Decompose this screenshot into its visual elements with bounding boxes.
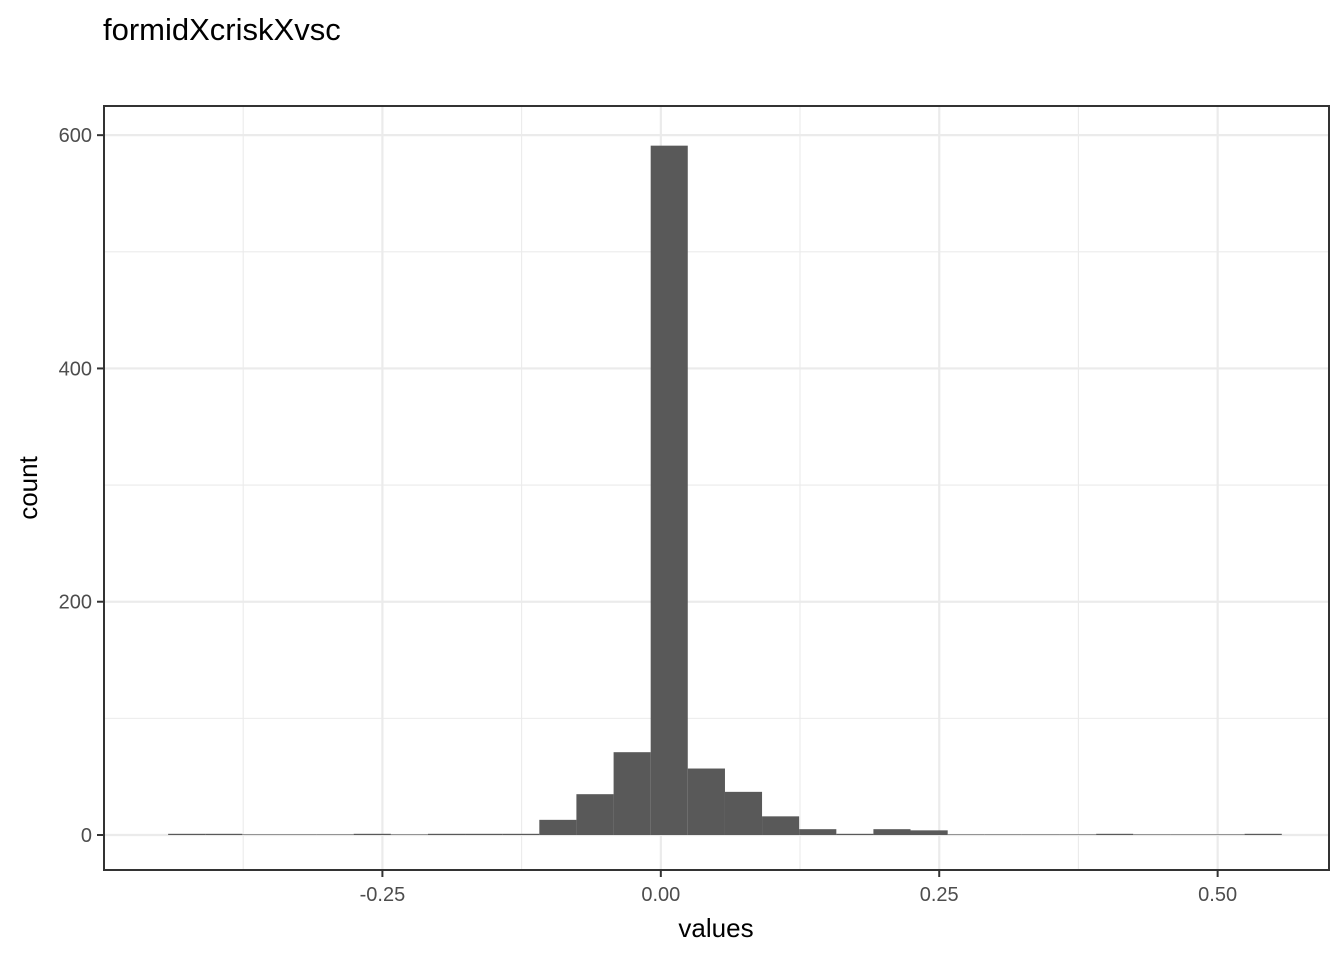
histogram-bar (910, 830, 948, 836)
histogram-bar (576, 794, 614, 836)
histogram-bars (168, 145, 1282, 836)
minor-gridlines (104, 106, 1329, 870)
histogram-bar (1021, 834, 1060, 836)
histogram-bar (465, 833, 503, 836)
y-tick-label: 0 (81, 825, 92, 847)
histogram-bar (762, 816, 800, 836)
x-axis-title: values (678, 913, 753, 943)
histogram-bar (1133, 834, 1171, 836)
histogram-bar (353, 833, 391, 836)
histogram-bar (242, 834, 280, 836)
histogram-bar (1096, 833, 1134, 836)
histogram-bar (1244, 833, 1282, 836)
chart-title: formidXcriskXvsc (103, 12, 341, 47)
major-gridlines (104, 106, 1329, 870)
histogram-bar (539, 819, 577, 836)
histogram-bar (613, 752, 651, 836)
histogram-bar (947, 834, 985, 836)
y-tick-label: 200 (59, 592, 92, 614)
histogram-bar (205, 833, 243, 836)
histogram-bar (650, 145, 688, 836)
x-tick-label: -0.25 (360, 884, 406, 906)
histogram-bar (873, 829, 911, 836)
y-axis-title: count (13, 455, 43, 519)
histogram-bar (390, 834, 428, 836)
y-tick-label: 400 (59, 358, 92, 380)
histogram-bar (1059, 834, 1097, 836)
histogram-bar (687, 768, 725, 836)
histogram-bar (1207, 834, 1245, 836)
histogram-bar (799, 829, 837, 836)
histogram-bar (1170, 834, 1208, 836)
histogram-bar (168, 833, 206, 836)
histogram-bar (279, 834, 317, 836)
x-tick-label: 0.25 (920, 884, 959, 906)
y-tick-label: 600 (59, 125, 92, 147)
histogram-bar (316, 834, 354, 836)
histogram-bar (502, 833, 540, 836)
histogram-bar (427, 833, 466, 836)
histogram-bar (724, 791, 763, 836)
x-axis: -0.25 0.00 0.25 0.50 (360, 870, 1237, 906)
histogram-bar (984, 834, 1022, 836)
histogram-bar (836, 833, 874, 836)
panel-border (103, 105, 1330, 871)
x-tick-label: 0.00 (641, 884, 680, 906)
x-tick-label: 0.50 (1198, 884, 1237, 906)
y-axis: 0 200 400 600 (59, 125, 104, 847)
